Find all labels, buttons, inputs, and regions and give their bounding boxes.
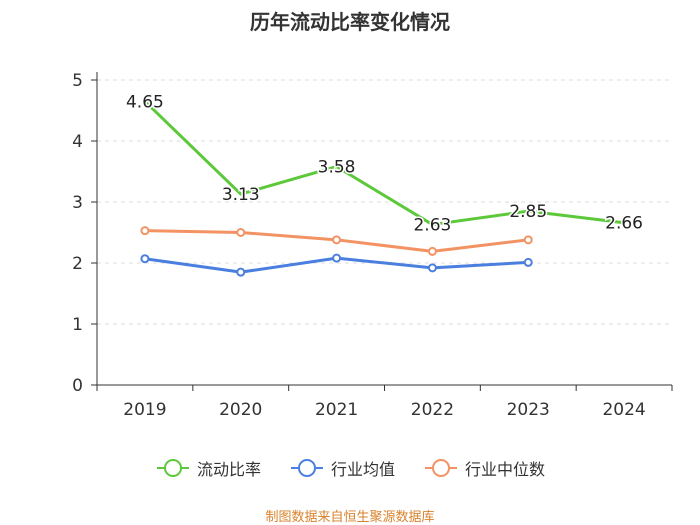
data-point bbox=[140, 226, 150, 236]
chart-title: 历年流动比率变化情况 bbox=[250, 10, 450, 34]
data-label: 2.85 bbox=[509, 202, 547, 222]
data-point bbox=[523, 257, 533, 267]
x-tick-label: 2022 bbox=[411, 400, 454, 420]
legend-label: 行业均值 bbox=[330, 460, 395, 479]
data-point bbox=[236, 267, 246, 277]
legend-swatch-icon bbox=[156, 459, 189, 477]
legend-item-3[interactable]: 行业中位数 bbox=[423, 456, 545, 480]
y-tick-label: 2 bbox=[72, 254, 83, 274]
y-tick-label: 5 bbox=[72, 71, 83, 91]
legend-item-1[interactable]: 流动比率 bbox=[155, 456, 261, 480]
x-tick-label: 2023 bbox=[507, 400, 550, 420]
y-tick-label: 3 bbox=[72, 193, 83, 213]
data-label: 3.58 bbox=[318, 158, 356, 178]
x-tick-label: 2020 bbox=[219, 400, 262, 420]
x-tick-label: 2021 bbox=[315, 400, 358, 420]
data-label: 2.63 bbox=[413, 216, 451, 236]
source-note: 制图数据来自恒生聚源数据库 bbox=[265, 510, 435, 525]
legend-swatch-icon bbox=[290, 459, 323, 477]
series-line-1 bbox=[143, 100, 625, 227]
legend-item-2[interactable]: 行业均值 bbox=[289, 456, 395, 480]
y-tick-label: 1 bbox=[72, 315, 83, 335]
legend-swatch-icon bbox=[425, 459, 457, 477]
legend-label: 流动比率 bbox=[196, 460, 261, 479]
data-point bbox=[523, 235, 533, 245]
x-tick-label: 2019 bbox=[123, 400, 166, 420]
y-tick-label: 0 bbox=[72, 376, 83, 396]
data-label: 2.66 bbox=[605, 214, 643, 234]
data-point bbox=[236, 228, 246, 237]
chart-legend: 流动比率 行业均值 行业中位数 bbox=[0, 456, 700, 480]
y-tick-label: 4 bbox=[72, 132, 83, 152]
legend-label: 行业中位数 bbox=[465, 460, 546, 479]
data-label: 4.65 bbox=[126, 92, 164, 112]
data-point bbox=[427, 263, 437, 273]
data-label: 3.13 bbox=[222, 185, 260, 205]
data-point bbox=[140, 254, 150, 264]
x-tick-label: 2024 bbox=[602, 400, 645, 420]
data-point bbox=[427, 246, 437, 256]
data-point bbox=[332, 253, 342, 263]
data-point bbox=[332, 235, 342, 245]
